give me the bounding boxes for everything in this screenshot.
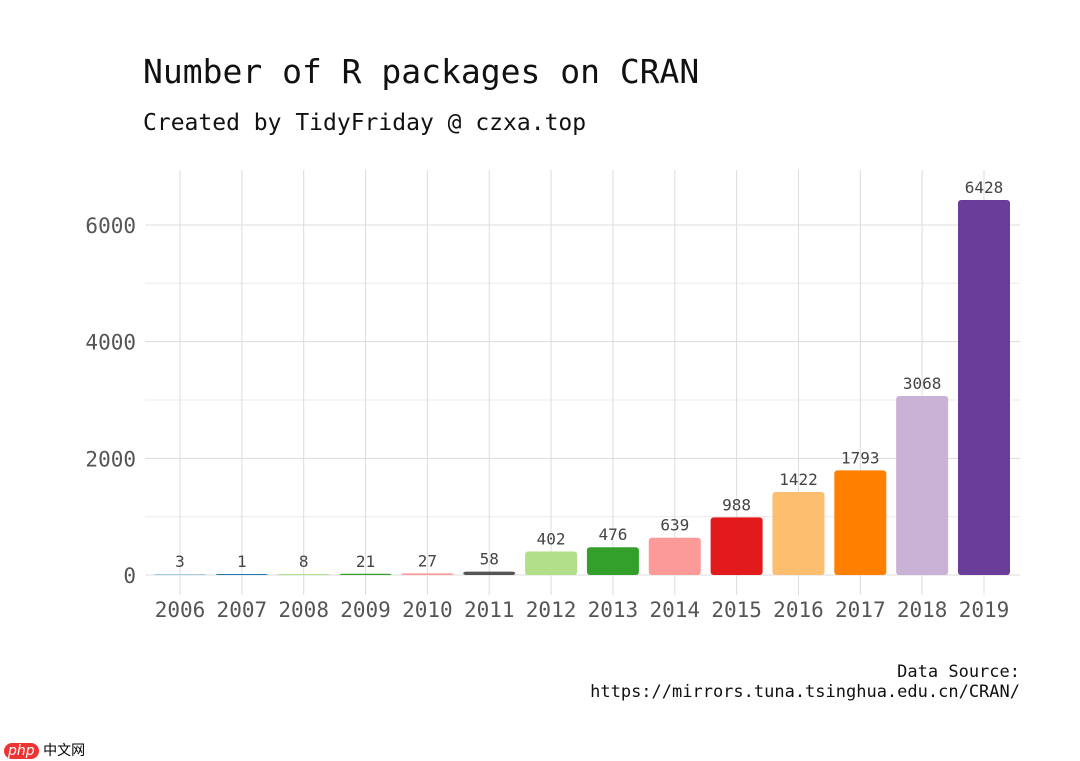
data-label-2018: 3068 (903, 374, 942, 393)
y-tick-label: 0 (123, 564, 136, 588)
bar-2018 (896, 396, 949, 575)
y-tick-label: 6000 (85, 214, 136, 238)
data-label-2017: 1793 (841, 448, 880, 467)
caption-line-1: Data Source: (897, 662, 1020, 682)
data-label-2009: 21 (356, 552, 375, 571)
x-tick-label: 2015 (711, 598, 762, 622)
bar-2016 (772, 492, 825, 575)
caption: Data Source: https://mirrors.tuna.tsingh… (590, 662, 1020, 702)
data-label-2010: 27 (418, 551, 437, 570)
y-tick-label: 4000 (85, 331, 136, 355)
bar-2011 (463, 571, 516, 575)
data-label-2007: 1 (237, 552, 247, 571)
data-label-2011: 58 (480, 550, 499, 569)
bar-2012 (525, 551, 578, 575)
data-label-2016: 1422 (779, 470, 818, 489)
chart-subtitle: Created by TidyFriday @ czxa.top (143, 110, 587, 136)
x-tick-label: 2014 (649, 598, 700, 622)
bar-2014 (648, 537, 701, 575)
data-label-2013: 476 (598, 525, 627, 544)
data-label-2012: 402 (537, 530, 566, 549)
bar-2007 (215, 574, 268, 575)
bar-2019 (958, 200, 1010, 576)
x-tick-label: 2012 (526, 598, 577, 622)
bar-2008 (277, 574, 330, 575)
data-label-2015: 988 (722, 495, 751, 514)
x-tick-label: 2007 (217, 598, 268, 622)
bar-2017 (834, 470, 887, 575)
x-tick-label: 2006 (155, 598, 206, 622)
data-label-2014: 639 (660, 516, 689, 535)
bar-2015 (710, 517, 763, 575)
bar-2013 (586, 547, 639, 575)
bar-2006 (154, 574, 206, 575)
data-label-2008: 8 (299, 552, 309, 571)
y-tick-label: 2000 (85, 447, 136, 471)
x-tick-label: 2018 (897, 598, 948, 622)
data-label-2006: 3 (175, 552, 185, 571)
bar-2010 (401, 573, 454, 575)
x-tick-label: 2008 (278, 598, 329, 622)
x-tick-label: 2016 (773, 598, 824, 622)
x-tick-label: 2017 (835, 598, 886, 622)
chart-title: Number of R packages on CRAN (143, 52, 700, 91)
watermark-logo: php 中文网 (4, 740, 85, 760)
x-tick-label: 2011 (464, 598, 515, 622)
x-tick-label: 2010 (402, 598, 453, 622)
bar-2009 (339, 573, 392, 575)
caption-line-2: https://mirrors.tuna.tsinghua.edu.cn/CRA… (590, 682, 1020, 702)
x-tick-label: 2009 (340, 598, 391, 622)
data-label-2019: 6428 (965, 178, 1004, 197)
x-tick-label: 2013 (588, 598, 639, 622)
x-tick-label: 2019 (959, 598, 1010, 622)
